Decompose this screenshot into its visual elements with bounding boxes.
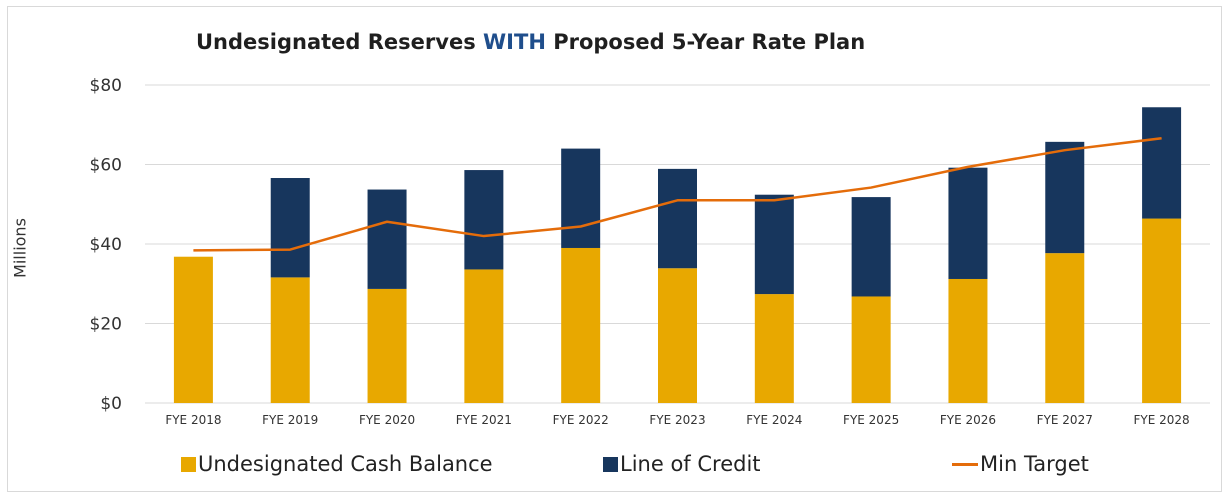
bar-credit [367,189,407,289]
x-tick-label: FYE 2026 [940,413,996,427]
bar-credit [658,168,697,269]
chart-frame [7,6,1222,492]
y-tick-label: $40 [90,235,122,255]
title-part-3: Proposed 5-Year Rate Plan [545,30,866,54]
bar-credit [464,170,504,270]
chart-title: Undesignated Reserves WITH Proposed 5-Ye… [196,30,865,54]
bar-credit [1142,107,1182,219]
x-tick-label: FYE 2019 [262,413,318,427]
bar-credit [270,178,310,278]
bar-cash [1142,218,1182,403]
y-tick-label: $80 [90,76,122,96]
x-tick-label: FYE 2021 [456,413,512,427]
bar-cash [948,278,988,403]
legend-label-cash: Undesignated Cash Balance [198,452,493,476]
legend-item-credit: Line of Credit [603,452,761,476]
bar-cash [658,268,697,403]
title-part-highlight: WITH [483,30,546,54]
y-tick-label: $60 [90,156,122,176]
legend: Undesignated Cash Balance Line of Credit… [0,452,1230,488]
bar-cash [270,277,310,403]
legend-label-credit: Line of Credit [620,452,761,476]
bar-credit [851,197,891,297]
bar-cash [561,247,601,403]
x-tick-label: FYE 2023 [649,413,705,427]
legend-label-target: Min Target [980,452,1089,476]
x-tick-label: FYE 2028 [1134,413,1190,427]
legend-item-target: Min Target [952,452,1089,476]
bar-credit [754,194,794,295]
x-tick-label: FYE 2027 [1037,413,1093,427]
y-tick-label: $20 [90,315,122,335]
x-tick-label: FYE 2018 [165,413,221,427]
bar-cash [367,288,407,403]
bar-cash [851,296,891,403]
x-tick-label: FYE 2025 [843,413,899,427]
bar-cash [754,294,794,403]
bar-cash [464,269,504,403]
x-tick-label: FYE 2024 [746,413,802,427]
legend-item-cash: Undesignated Cash Balance [181,452,493,476]
chart-plot: $0 $20 $40 $60 $80 FYE 2018 FYE 2019 FYE 2020 FY… [90,76,1210,427]
bar-credit [1045,141,1085,254]
x-tick-label: FYE 2022 [553,413,609,427]
title-part-1: Undesignated Reserves [196,30,484,54]
legend-swatch-target [952,462,978,466]
legend-swatch-credit [603,456,618,472]
y-tick-label: $0 [100,394,122,414]
bar-cash [1045,253,1085,403]
bar-cash [173,256,213,403]
x-tick-label: FYE 2020 [359,413,415,427]
bar-credit [948,167,988,279]
bar-credit [561,148,601,248]
legend-swatch-cash [181,456,196,472]
